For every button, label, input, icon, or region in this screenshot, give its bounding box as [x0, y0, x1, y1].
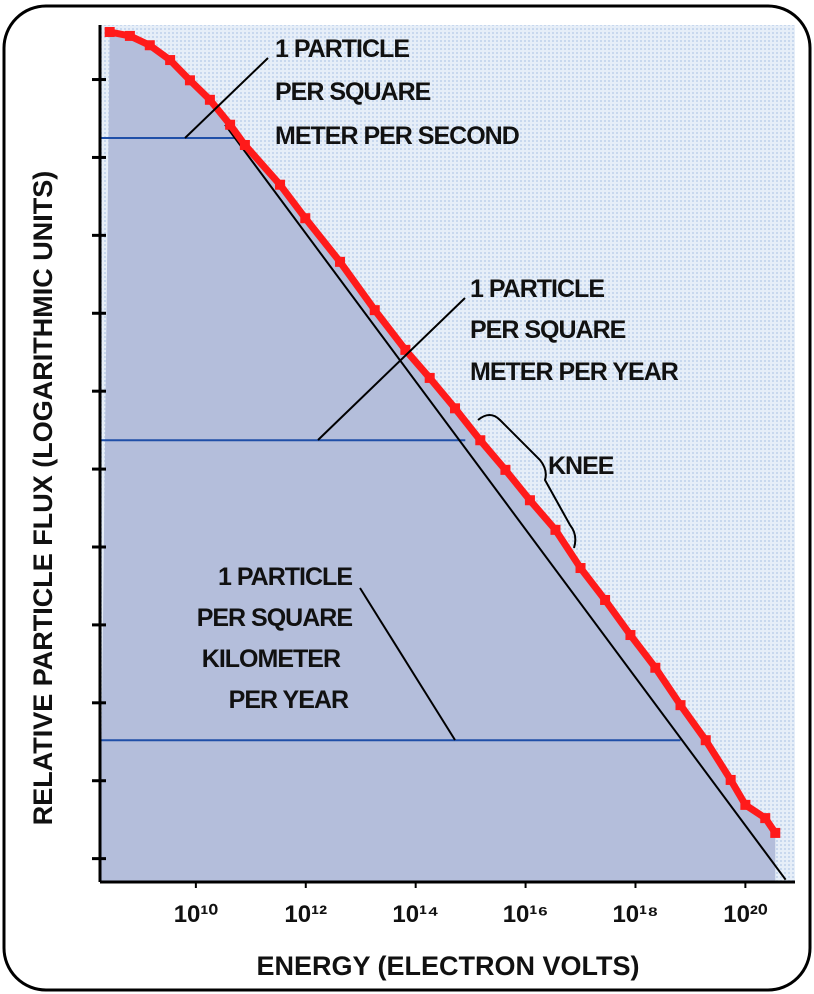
- x-tick-label: 10¹⁴: [392, 901, 439, 928]
- reference-line: [224, 124, 787, 881]
- data-point: [144, 40, 155, 51]
- data-point: [650, 662, 661, 673]
- data-point: [770, 827, 781, 838]
- annotation-text: 1 PARTICLE: [218, 563, 352, 591]
- leader-line: [317, 297, 466, 441]
- data-point: [575, 563, 586, 574]
- area: [100, 32, 776, 882]
- data-point: [239, 139, 250, 150]
- data-point: [184, 75, 195, 86]
- data-point: [275, 179, 286, 190]
- data-point: [424, 372, 435, 383]
- annotation-text: KILOMETER: [202, 645, 341, 673]
- knee-label: KNEE: [548, 452, 614, 480]
- data-point: [740, 799, 751, 810]
- leader-line: [359, 587, 456, 741]
- data-point: [550, 524, 561, 535]
- data-point: [225, 119, 236, 130]
- leader-line: [184, 57, 269, 139]
- data-point: [369, 305, 380, 316]
- data-point: [524, 495, 535, 506]
- data-point: [700, 735, 711, 746]
- data-point: [400, 344, 411, 355]
- data-point: [625, 630, 636, 641]
- data-point: [335, 256, 346, 267]
- knee-brace: [477, 414, 577, 549]
- data-point: [104, 27, 115, 38]
- x-tick-label: 10¹⁶: [503, 901, 549, 928]
- data-point: [165, 55, 176, 66]
- data-point: [204, 94, 215, 105]
- annotation-text: 1 PARTICLE: [470, 275, 604, 303]
- data-point: [675, 700, 686, 711]
- x-tick-label: 10¹⁸: [612, 901, 658, 928]
- data-point: [475, 435, 486, 446]
- annotation-text: 1 PARTICLE: [275, 35, 409, 63]
- frame: [2, 4, 812, 992]
- x-axis-label: ENERGY (ELECTRON VOLTS): [256, 951, 639, 981]
- annotation-text: PER SQUARE: [275, 78, 431, 106]
- y-axis-label: RELATIVE PARTICLE FLUX (LOGARITHMIC UNIT…: [28, 171, 58, 825]
- data-point: [450, 403, 461, 414]
- data-point: [600, 594, 611, 605]
- data-point: [124, 30, 135, 41]
- annotation-text: PER SQUARE: [470, 316, 626, 344]
- data-point: [300, 213, 311, 224]
- annotation-text: PER SQUARE: [197, 604, 353, 632]
- annotation-text: METER PER YEAR: [470, 358, 679, 386]
- data-point: [760, 813, 771, 824]
- annotation-text: PER YEAR: [229, 686, 349, 714]
- data-point: [725, 774, 736, 785]
- x-tick-label: 10¹⁰: [174, 901, 219, 928]
- data-point: [500, 464, 511, 475]
- x-tick-label: 10²⁰: [723, 901, 768, 928]
- annotation-text: METER PER SECOND: [275, 122, 519, 150]
- x-tick-label: 10¹²: [284, 901, 327, 928]
